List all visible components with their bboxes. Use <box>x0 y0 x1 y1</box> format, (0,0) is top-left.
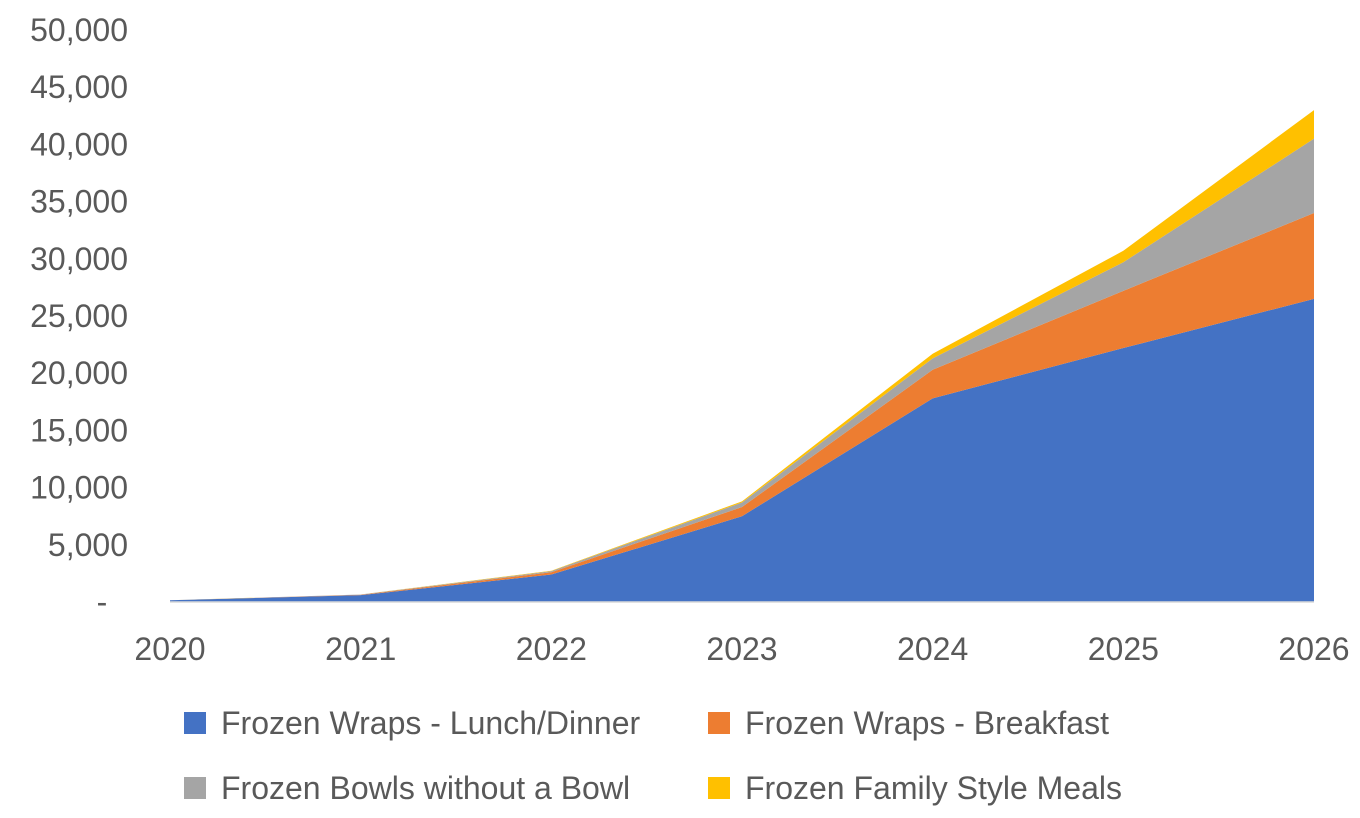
y-tick-label: 20,000 <box>30 355 128 391</box>
x-tick-label: 2022 <box>516 631 587 667</box>
x-axis-tick-labels: 2020 2021 2022 2023 2024 2025 2026 <box>134 631 1349 667</box>
legend-item-frozen-wraps-breakfast: Frozen Wraps - Breakfast <box>708 705 1109 741</box>
x-tick-label: 2021 <box>325 631 396 667</box>
y-tick-label: 40,000 <box>30 126 128 162</box>
area-series-group <box>170 110 1314 602</box>
y-axis-tick-labels: - 5,000 10,000 15,000 20,000 25,000 30,000 35,0… <box>30 12 128 620</box>
legend-swatch <box>708 712 730 734</box>
legend-swatch <box>184 777 206 799</box>
legend-item-frozen-wraps-lunch-dinner: Frozen Wraps - Lunch/Dinner <box>184 705 640 741</box>
legend-swatch <box>708 777 730 799</box>
legend-label: Frozen Family Style Meals <box>745 770 1122 806</box>
x-tick-label: 2023 <box>706 631 777 667</box>
y-tick-label: 30,000 <box>30 241 128 277</box>
y-tick-label: 10,000 <box>30 470 128 506</box>
y-tick-label: 50,000 <box>30 12 128 48</box>
y-tick-label: 35,000 <box>30 184 128 220</box>
x-tick-label: 2024 <box>897 631 968 667</box>
legend: Frozen Wraps - Lunch/Dinner Frozen Wraps … <box>184 705 1122 806</box>
legend-item-frozen-family-style-meals: Frozen Family Style Meals <box>708 770 1122 806</box>
legend-label: Frozen Bowls without a Bowl <box>221 770 630 806</box>
y-tick-label: 15,000 <box>30 412 128 448</box>
y-tick-label: 5,000 <box>48 527 128 563</box>
y-tick-label: - <box>97 584 108 620</box>
area-series-frozen-family-style-meals <box>170 110 1314 601</box>
y-tick-label: 45,000 <box>30 69 128 105</box>
legend-label: Frozen Wraps - Lunch/Dinner <box>221 705 640 741</box>
legend-swatch <box>184 712 206 734</box>
x-tick-label: 2026 <box>1278 631 1349 667</box>
legend-item-frozen-bowls-without-a-bowl: Frozen Bowls without a Bowl <box>184 770 630 806</box>
area-series-frozen-wraps-lunch-dinner <box>170 298 1314 602</box>
y-tick-label: 25,000 <box>30 298 128 334</box>
x-tick-label: 2020 <box>134 631 205 667</box>
x-tick-label: 2025 <box>1088 631 1159 667</box>
legend-label: Frozen Wraps - Breakfast <box>745 705 1109 741</box>
